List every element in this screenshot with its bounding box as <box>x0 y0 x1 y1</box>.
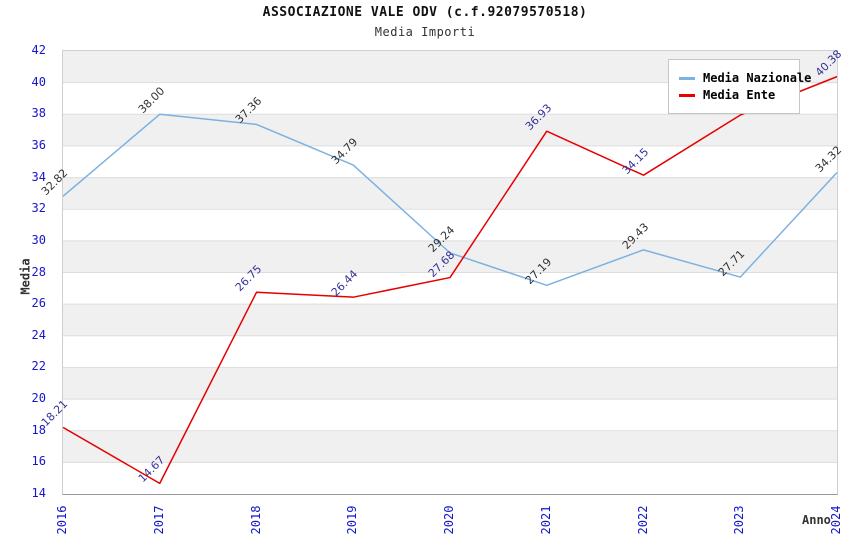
series-line-media-nazionale[interactable] <box>63 113 837 287</box>
band-row <box>63 304 837 336</box>
x-tick-label: 2021 <box>538 505 553 535</box>
x-tick-label: 2019 <box>345 505 360 535</box>
x-tick-label: 2018 <box>248 505 263 535</box>
y-tick-label: 24 <box>31 327 46 342</box>
y-tick-label: 16 <box>31 454 46 469</box>
band-row <box>63 240 837 273</box>
legend-label: Media Ente <box>703 88 776 102</box>
series-line-media-ente[interactable] <box>63 75 837 485</box>
plot-area: 32.82 38.00 37.36 34.79 29.24 27.19 29.43 27.71… <box>39 47 844 495</box>
x-tick-label: 2016 <box>55 505 69 535</box>
y-tick-label: 20 <box>31 391 46 406</box>
y-tick-label: 14 <box>31 486 46 500</box>
y-tick-label: 32 <box>31 201 46 216</box>
chart-title: ASSOCIAZIONE VALE ODV (c.f.92079570518) <box>262 5 588 20</box>
y-tick-label: 18 <box>31 422 46 437</box>
y-tick-label: 26 <box>31 296 46 311</box>
y-tick-label: 22 <box>31 359 46 374</box>
band-row <box>63 114 837 146</box>
y-tick-label: 40 <box>31 74 46 89</box>
legend: Media Nazionale Media Ente <box>668 59 811 114</box>
y-tick-label: 36 <box>31 137 46 152</box>
plot-svg <box>63 51 837 485</box>
x-tick-label: 2020 <box>442 505 456 535</box>
x-tick-label: 2022 <box>635 505 650 535</box>
band-row <box>63 367 837 400</box>
y-tick-label: 42 <box>31 43 46 57</box>
legend-swatch-media-ente <box>679 93 695 97</box>
band-row <box>63 430 837 463</box>
y-tick-label: 38 <box>31 106 46 121</box>
y-tick-label: 30 <box>31 232 46 247</box>
y-tick-label: 28 <box>31 264 46 279</box>
legend-label: Media Nazionale <box>703 71 812 85</box>
x-tick-label: 2024 <box>829 505 843 535</box>
chart-subtitle: Media Importi <box>374 25 476 39</box>
y-tick-label: 34 <box>31 169 46 184</box>
x-tick-label: 2023 <box>732 505 747 535</box>
legend-item-media-ente[interactable]: Media Ente <box>679 88 799 102</box>
x-tick-label: 2017 <box>151 505 166 535</box>
legend-swatch-media-nazionale <box>679 76 695 80</box>
legend-item-media-nazionale[interactable]: Media Nazionale <box>679 71 811 85</box>
band-row <box>63 177 837 210</box>
x-axis-title: Anno <box>802 513 831 527</box>
